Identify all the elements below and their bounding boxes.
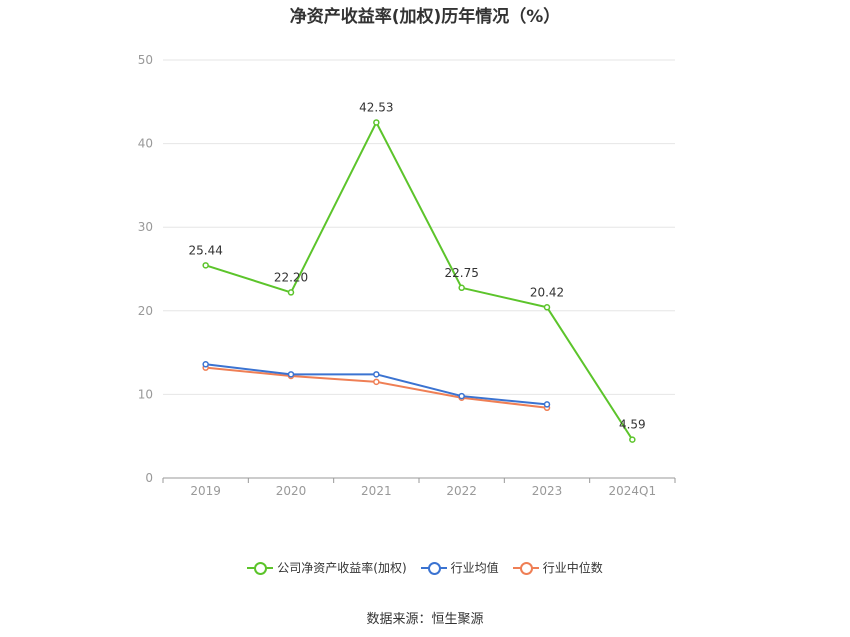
y-tick-label: 40	[138, 137, 153, 151]
data-label: 22.75	[444, 266, 478, 280]
data-source-note: 数据来源：恒生聚源	[366, 612, 484, 627]
data-point[interactable]	[543, 304, 551, 311]
y-tick-label: 50	[138, 53, 153, 67]
series-line	[205, 120, 634, 441]
x-tick-label: 2021	[361, 484, 392, 498]
chart-title: 净资产收益率(加权)历年情况（%）	[289, 7, 561, 27]
y-tick-label: 20	[138, 304, 153, 318]
legend-item-company-roe[interactable]: 公司净资产收益率(加权)	[247, 559, 407, 576]
series-lines	[202, 119, 636, 443]
x-tick-label: 2024Q1	[609, 484, 657, 498]
data-point[interactable]	[287, 289, 295, 296]
y-tick-label: 0	[145, 471, 153, 485]
grid-lines	[163, 59, 675, 395]
data-label: 4.59	[619, 418, 646, 432]
data-labels: 25.44 22.20 42.53 22.75 20.42 4.59	[188, 100, 645, 431]
x-tick-label: 2020	[276, 484, 307, 498]
x-tick-label: 2022	[446, 484, 477, 498]
data-point[interactable]	[287, 371, 295, 378]
x-tick-label: 2023	[532, 484, 563, 498]
data-point[interactable]	[629, 436, 636, 443]
data-label: 25.44	[188, 243, 222, 257]
legend-item-industry-mean[interactable]: 行业均值	[420, 559, 499, 576]
data-point[interactable]	[458, 284, 465, 292]
y-tick-label: 10	[138, 387, 153, 401]
legend-label-company-roe: 公司净资产收益率(加权)	[277, 561, 407, 575]
data-point[interactable]	[458, 392, 465, 400]
data-point[interactable]	[202, 361, 209, 368]
data-point[interactable]	[373, 371, 380, 378]
legend-label-industry-mean: 行业均值	[450, 561, 499, 575]
data-point[interactable]	[202, 262, 209, 269]
data-point[interactable]	[543, 401, 551, 408]
data-label: 22.20	[274, 270, 308, 284]
legend-marker-industry-mean-icon	[420, 561, 447, 575]
axes: 0 10 20 30 40 50 2019 2020 2021 2022 2023 2024Q1	[138, 53, 676, 498]
data-label: 20.42	[530, 285, 564, 299]
data-label: 42.53	[359, 100, 393, 114]
legend-label-industry-median: 行业中位数	[542, 561, 603, 575]
x-tick-label: 2019	[190, 484, 221, 498]
y-tick-label: 30	[138, 220, 153, 234]
legend-marker-industry-median-icon	[512, 561, 539, 575]
legend-marker-company-roe-icon	[247, 561, 274, 575]
chart-legend: 公司净资产收益率(加权) 行业均值 行业中位数	[0, 559, 850, 576]
data-point[interactable]	[373, 378, 380, 386]
legend-item-industry-median[interactable]: 行业中位数	[512, 559, 603, 576]
data-point[interactable]	[373, 119, 380, 126]
